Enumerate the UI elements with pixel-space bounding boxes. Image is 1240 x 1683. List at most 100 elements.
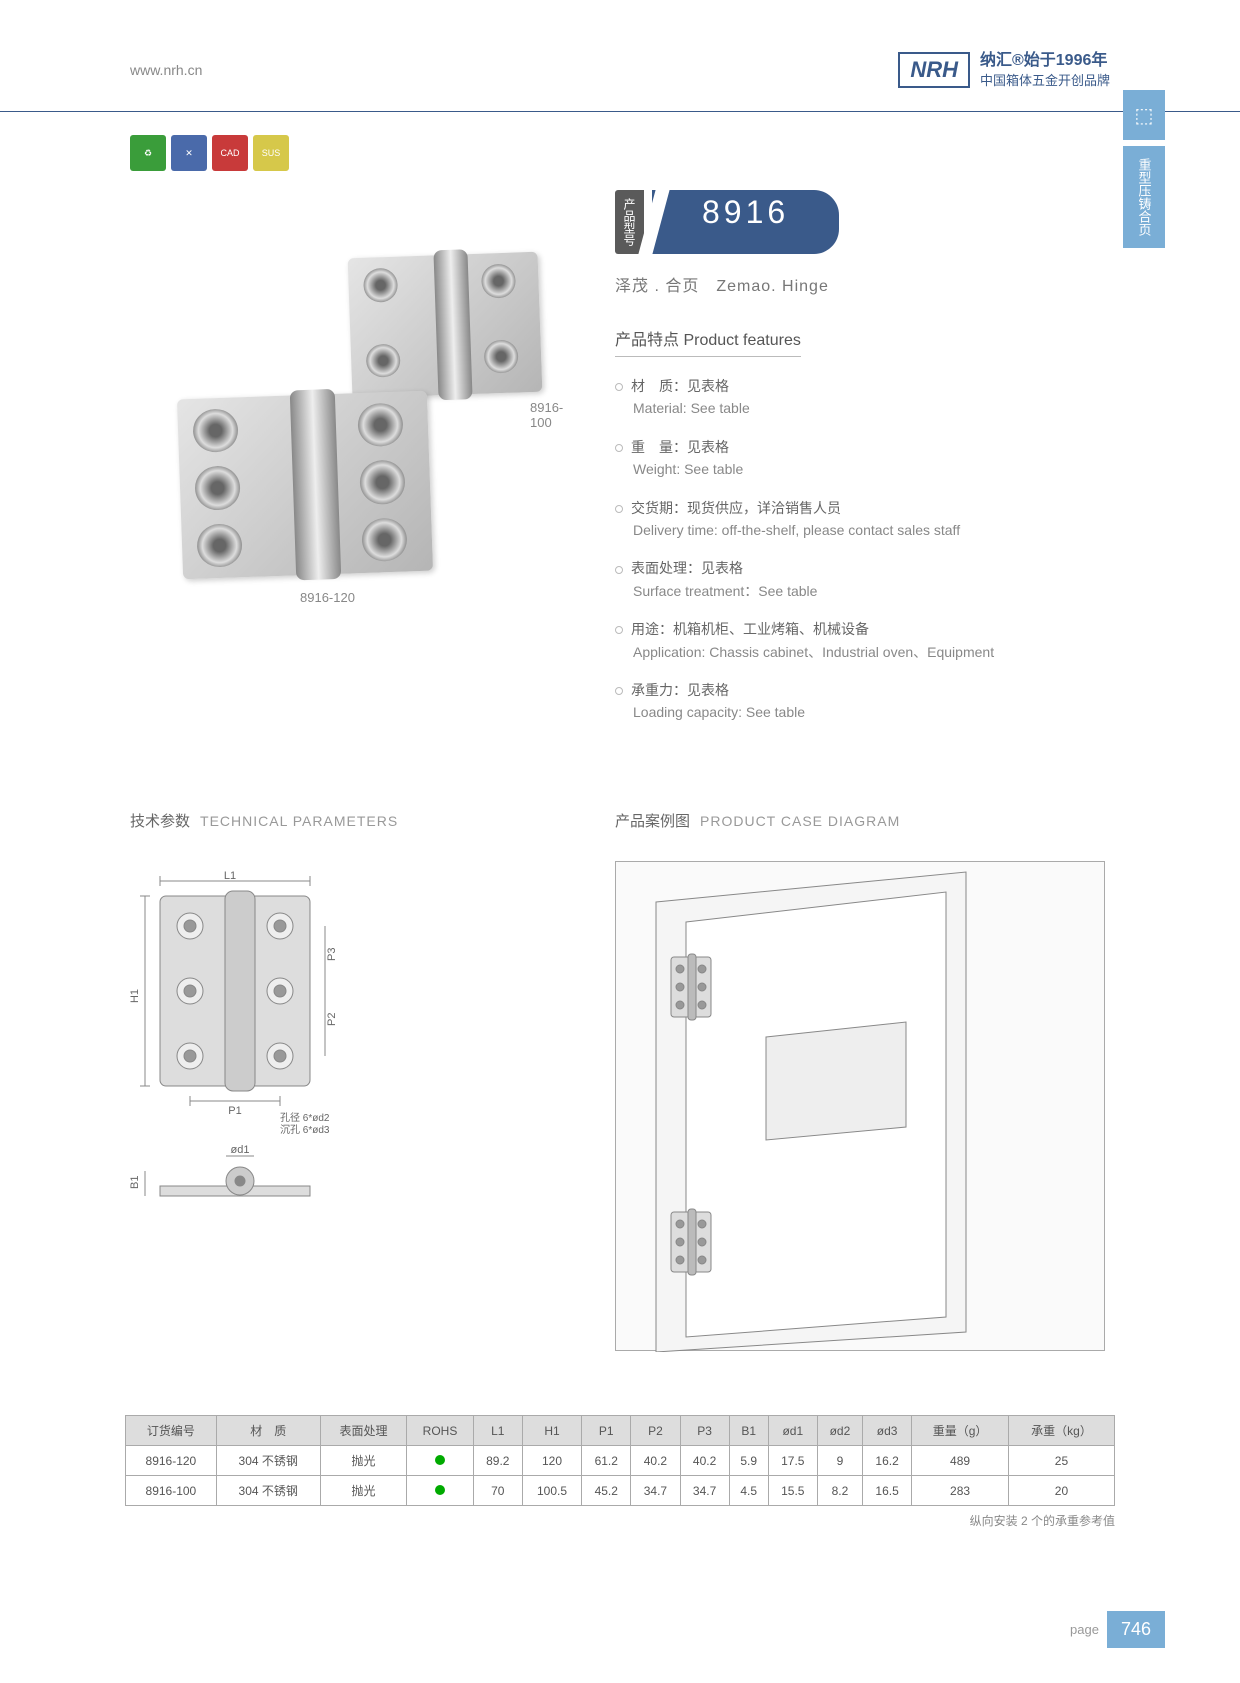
img-label-100: 8916-100 [530, 400, 570, 430]
table-header-cell: ROHS [407, 1416, 473, 1446]
badge: ✕ [171, 135, 207, 171]
svg-text:P1: P1 [228, 1105, 241, 1117]
table-cell [407, 1446, 473, 1476]
technical-drawing: L1 H1 P1 P3 P2 ød1 B1 孔径 6*ød2 沉孔 6*ød3 [130, 871, 340, 1241]
svg-text:H1: H1 [130, 989, 141, 1003]
logo-tagline: 纳汇®始于1996年 中国箱体五金开创品牌 [980, 50, 1110, 91]
svg-text:B1: B1 [130, 1176, 141, 1189]
table-header-cell: 订货编号 [126, 1416, 217, 1446]
table-cell: 抛光 [320, 1476, 407, 1506]
svg-text:P3: P3 [326, 948, 338, 961]
hinge-large [177, 391, 433, 580]
table-header-cell: 材 质 [216, 1416, 320, 1446]
spec-table-wrap: 订货编号材 质表面处理ROHSL1H1P1P2P3B1ød1ød2ød3重量（g… [125, 1415, 1115, 1529]
table-header-cell: P3 [680, 1416, 729, 1446]
product-image: 8916-100 8916-120 [140, 225, 570, 625]
table-header-cell: ød3 [863, 1416, 912, 1446]
svg-text:孔径 6*ød2: 孔径 6*ød2 [280, 1111, 330, 1124]
page-label: page [1070, 1622, 1099, 1637]
table-cell: 304 不锈钢 [216, 1476, 320, 1506]
table-header-cell: L1 [473, 1416, 522, 1446]
table-cell: 8916-120 [126, 1446, 217, 1476]
table-header-cell: 表面处理 [320, 1416, 407, 1446]
img-label-120: 8916-120 [300, 590, 355, 605]
table-cell: 34.7 [631, 1476, 680, 1506]
page-footer: page 746 [1070, 1611, 1165, 1648]
table-cell: 8.2 [817, 1476, 862, 1506]
table-cell [407, 1476, 473, 1506]
table-body: 8916-120304 不锈钢抛光89.212061.240.240.25.91… [126, 1446, 1115, 1506]
table-cell: 16.5 [863, 1476, 912, 1506]
side-tab-icon: ⬚ [1123, 90, 1165, 140]
feature-item: 用途：机箱机柜、工业烤箱、机械设备Application: Chassis ca… [615, 618, 1105, 663]
table-cell: 34.7 [680, 1476, 729, 1506]
side-tab-category: 重型压铸合页 [1123, 146, 1165, 248]
table-cell: 100.5 [522, 1476, 581, 1506]
features-title: 产品特点 Product features [615, 326, 801, 357]
site-url: www.nrh.cn [130, 62, 202, 78]
logo-mark: NRH [898, 52, 970, 88]
table-header-cell: ød2 [817, 1416, 862, 1446]
table-cell: 抛光 [320, 1446, 407, 1476]
badge: ♻ [130, 135, 166, 171]
feature-item: 材 质：见表格Material: See table [615, 375, 1105, 420]
tech-section-title: 技术参数TECHNICAL PARAMETERS [130, 810, 570, 831]
svg-text:P2: P2 [326, 1013, 338, 1026]
svg-text:ød1: ød1 [231, 1144, 250, 1156]
table-cell: 15.5 [768, 1476, 817, 1506]
side-tabs: ⬚ 重型压铸合页 [1123, 90, 1165, 248]
table-cell: 283 [912, 1476, 1009, 1506]
table-header-row: 订货编号材 质表面处理ROHSL1H1P1P2P3B1ød1ød2ød3重量（g… [126, 1416, 1115, 1446]
certification-badges: ♻✕CADSUS [130, 135, 289, 171]
svg-text:L1: L1 [224, 871, 236, 882]
hinge-small [348, 252, 543, 399]
badge: SUS [253, 135, 289, 171]
table-cell: 304 不锈钢 [216, 1446, 320, 1476]
table-cell: 25 [1008, 1446, 1114, 1476]
table-cell: 20 [1008, 1476, 1114, 1506]
table-note: 纵向安装 2 个的承重参考值 [125, 1512, 1115, 1529]
table-header-cell: 重量（g） [912, 1416, 1009, 1446]
model-number: 8916 [652, 190, 839, 254]
badge: CAD [212, 135, 248, 171]
table-header-cell: B1 [729, 1416, 768, 1446]
feature-item: 交货期：现货供应，详洽销售人员Delivery time: off-the-sh… [615, 497, 1105, 542]
features-list: 材 质：见表格Material: See table 重 量：见表格Weight:… [615, 375, 1105, 724]
table-cell: 89.2 [473, 1446, 522, 1476]
table-header-cell: P1 [582, 1416, 631, 1446]
table-cell: 61.2 [582, 1446, 631, 1476]
feature-item: 表面处理：见表格Surface treatment：See table [615, 557, 1105, 602]
table-row: 8916-100304 不锈钢抛光70100.545.234.734.74.51… [126, 1476, 1115, 1506]
product-name: 泽茂 . 合页 Zemao. Hinge [615, 272, 1105, 296]
technical-parameters: 技术参数TECHNICAL PARAMETERS L1 H1 P1 P3 P2 … [130, 810, 570, 1246]
svg-text:沉孔 6*ød3: 沉孔 6*ød3 [280, 1123, 330, 1136]
table-cell: 5.9 [729, 1446, 768, 1476]
logo-area: NRH 纳汇®始于1996年 中国箱体五金开创品牌 [898, 50, 1110, 91]
header: www.nrh.cn NRH 纳汇®始于1996年 中国箱体五金开创品牌 [0, 0, 1240, 112]
model-row: 产品型号 8916 [615, 190, 1105, 254]
product-info: 产品型号 8916 泽茂 . 合页 Zemao. Hinge 产品特点 Prod… [615, 190, 1105, 740]
model-label: 产品型号 [615, 190, 644, 254]
table-header-cell: P2 [631, 1416, 680, 1446]
table-cell: 16.2 [863, 1446, 912, 1476]
table-row: 8916-120304 不锈钢抛光89.212061.240.240.25.91… [126, 1446, 1115, 1476]
page-number: 746 [1107, 1611, 1165, 1648]
feature-item: 重 量：见表格Weight: See table [615, 436, 1105, 481]
spec-table: 订货编号材 质表面处理ROHSL1H1P1P2P3B1ød1ød2ød3重量（g… [125, 1415, 1115, 1506]
table-header-cell: H1 [522, 1416, 581, 1446]
table-cell: 40.2 [631, 1446, 680, 1476]
table-cell: 4.5 [729, 1476, 768, 1506]
table-cell: 9 [817, 1446, 862, 1476]
table-header-cell: ød1 [768, 1416, 817, 1446]
table-cell: 489 [912, 1446, 1009, 1476]
case-section-title: 产品案例图PRODUCT CASE DIAGRAM [615, 810, 1115, 831]
table-cell: 120 [522, 1446, 581, 1476]
table-cell: 40.2 [680, 1446, 729, 1476]
case-drawing [615, 861, 1105, 1351]
feature-item: 承重力：见表格Loading capacity: See table [615, 679, 1105, 724]
table-header-cell: 承重（kg） [1008, 1416, 1114, 1446]
table-cell: 45.2 [582, 1476, 631, 1506]
table-cell: 17.5 [768, 1446, 817, 1476]
table-cell: 8916-100 [126, 1476, 217, 1506]
table-cell: 70 [473, 1476, 522, 1506]
